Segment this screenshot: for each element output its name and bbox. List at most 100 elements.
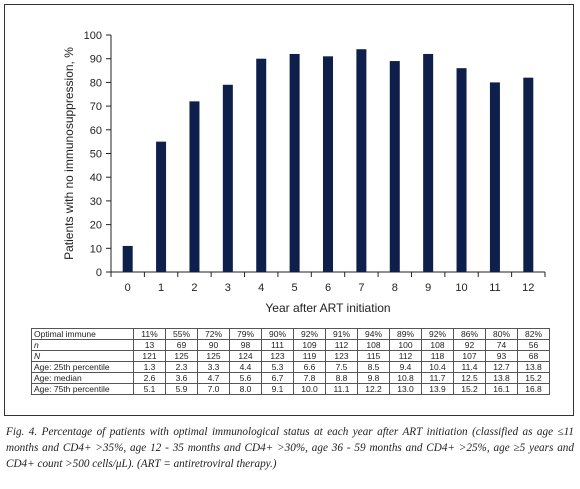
table-cell: 9.1 [261,383,294,395]
table-cell: 11% [133,328,166,340]
table-cell: 3.6 [165,372,198,384]
x-tick-label: 4 [258,282,264,294]
table-row-label: Age: 75th percentile [31,383,134,395]
table-cell: 13.8 [485,372,518,384]
y-axis: 0 10 20 30 40 50 60 70 80 90 100 [84,30,112,279]
y-tick-label: 70 [90,101,102,113]
table-cell: 5.3 [261,361,294,373]
table-cell: 93 [485,350,518,362]
table-cell: 124 [229,350,262,362]
table-cell: 5.9 [165,383,198,395]
table-cell: 92% [421,328,454,340]
table-cell: 100 [389,339,422,351]
table-cell: 13.8 [517,361,550,373]
table-row: Optimal immune 11% 55% 72% 79% 90% 92% 91% 94% 89… [31,328,550,340]
bar-year-1 [156,141,167,272]
table-cell: 111 [261,339,294,351]
bar-year-2 [189,101,200,272]
table-cell: 112 [325,339,358,351]
x-tick-label: 6 [325,282,331,294]
table-cell: 6.7 [261,372,294,384]
table-cell: 79% [229,328,262,340]
bar-year-7 [356,49,367,272]
bars [122,49,534,273]
table-cell: 9.8 [357,372,390,384]
table-cell: 9.4 [389,361,422,373]
table-row: Age: 75th percentile 5.1 5.9 7.0 8.0 9.1 10.0 1… [31,383,550,395]
table-cell: 15.2 [453,383,486,395]
table-cell: 72% [197,328,230,340]
table-cell: 13.0 [389,383,422,395]
table-cell: 4.7 [197,372,230,384]
table-cell: 6.6 [293,361,326,373]
y-tick-label: 90 [90,54,102,66]
table-cell: 1.3 [133,361,166,373]
table-cell: 125 [197,350,230,362]
x-tick-label: 11 [489,282,500,294]
table-cell: 3.3 [197,361,230,373]
table-cell: 11.4 [453,361,486,373]
x-tick-label: 1 [158,282,164,294]
table-cell: 4.4 [229,361,262,373]
table-cell: 98 [229,339,262,351]
table-cell: 7.5 [325,361,358,373]
table-cell: 7.0 [197,383,230,395]
bar-year-10 [456,68,467,273]
table-cell: 115 [357,350,390,362]
x-tick-label: 9 [425,282,431,294]
table-cell: 121 [133,350,166,362]
data-table: Optimal immune 11% 55% 72% 79% 90% 92% 91% 94% 89… [31,328,550,395]
table-cell: 15.2 [517,372,550,384]
table-row-label: Age: median [31,372,134,384]
table-cell: 80% [485,328,518,340]
table-cell: 10.4 [421,361,454,373]
table-cell: 10.8 [389,372,422,384]
table-cell: 7.8 [293,372,326,384]
table-row-label: n [31,339,134,351]
y-tick-label: 50 [90,149,102,161]
table-cell: 8.8 [325,372,358,384]
table-cell: 5.6 [229,372,262,384]
table-cell: 107 [453,350,486,362]
table-cell: 8.5 [357,361,390,373]
x-tick-label: 7 [358,282,364,294]
y-tick-label: 0 [96,267,102,279]
y-tick-label: 10 [90,243,102,255]
bar-year-8 [389,61,400,272]
bar-year-11 [489,82,500,273]
table-cell: 112 [389,350,422,362]
table-cell: 10.0 [293,383,326,395]
table-row-label: Age: 25th percentile [31,361,134,373]
x-axis: 0 1 2 3 4 5 6 7 8 9 10 11 12 [110,271,546,294]
table-cell: 109 [293,339,326,351]
x-tick-label: 8 [392,282,398,294]
table-cell: 108 [357,339,390,351]
table-cell: 69 [165,339,198,351]
table-cell: 16.1 [485,383,518,395]
table-row: N 121 125 125 124 123 119 123 115 112 118 107 93 68 [31,350,550,362]
table-cell: 2.6 [133,372,166,384]
table-cell: 94% [357,328,390,340]
x-tick-label: 12 [522,282,534,294]
table-cell: 12.2 [357,383,390,395]
table-row: n 13 69 90 98 111 109 112 108 100 108 92 74 56 [31,339,550,351]
x-tick-label: 10 [455,282,467,294]
table-cell: 8.0 [229,383,262,395]
y-tick-label: 20 [90,220,102,232]
x-tick-label: 2 [191,282,197,294]
table-cell: 13 [133,339,166,351]
bar-year-4 [256,58,267,273]
y-tick-label: 40 [90,172,102,184]
table-cell: 16.8 [517,383,550,395]
table-cell: 123 [325,350,358,362]
x-tick-label: 0 [125,282,131,294]
x-axis-label: Year after ART initiation [265,301,390,315]
bar-year-6 [323,56,333,272]
table-cell: 55% [165,328,198,340]
table-cell: 11.1 [325,383,358,395]
table-cell: 13.9 [421,383,454,395]
table-cell: 82% [517,328,550,340]
table-cell: 5.1 [133,383,166,395]
y-tick-label: 80 [90,77,102,89]
bar-year-12 [523,77,534,272]
